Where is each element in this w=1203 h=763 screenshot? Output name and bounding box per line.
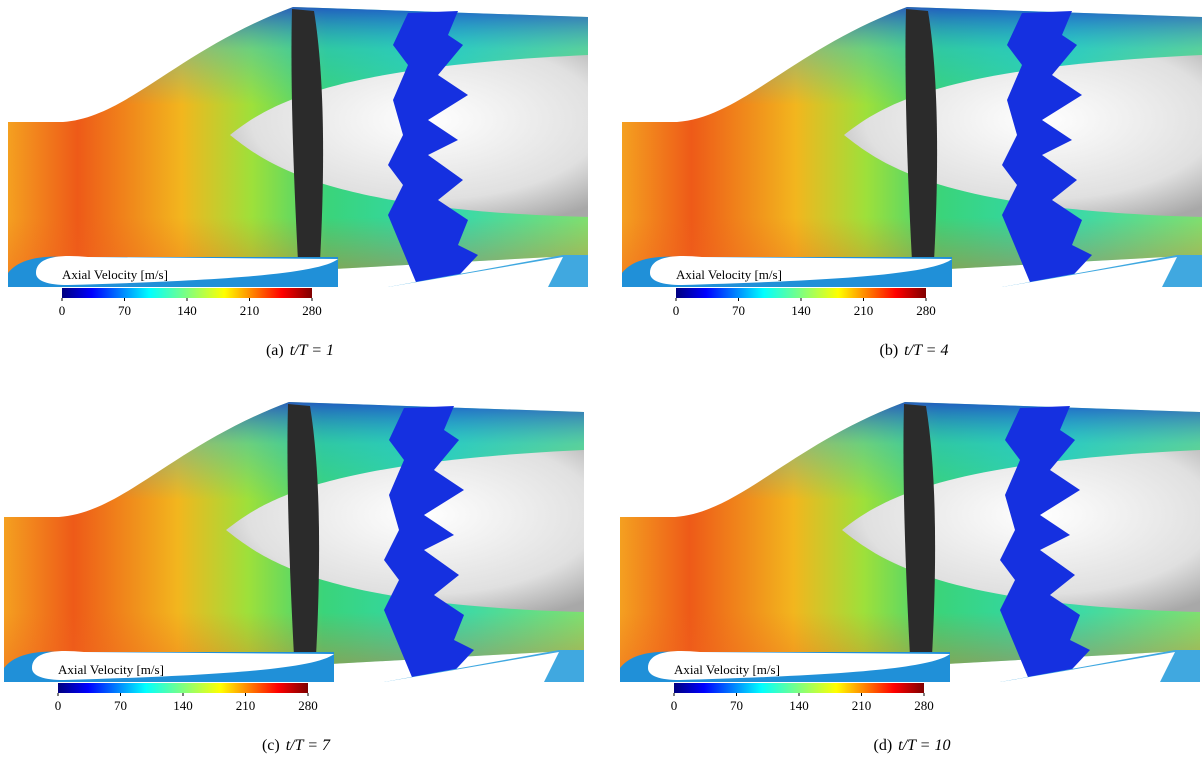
colorbar-label: Axial Velocity [m/s] — [674, 662, 780, 677]
rotor — [287, 404, 320, 656]
panel: Axial Velocity [m/s] 0 70 140 210 280 (a) t/T =… — [8, 7, 588, 359]
lip-body — [650, 255, 952, 285]
colorbar-tick-label: 140 — [177, 303, 197, 318]
colorbar-tick-label: 210 — [240, 303, 260, 318]
caption-text: t/T = 10 — [898, 737, 950, 754]
colorbar — [62, 288, 312, 298]
caption-text: t/T = 7 — [286, 737, 331, 754]
panel: Axial Velocity [m/s] 0 70 140 210 280 (d) t/T =… — [620, 402, 1200, 754]
colorbar-tick-label: 70 — [118, 303, 131, 318]
flow-field-image — [620, 402, 1200, 682]
colorbar-tick-label: 280 — [298, 698, 318, 713]
stator — [1000, 406, 1090, 682]
colorbar-tick-label: 140 — [173, 698, 193, 713]
rotor — [291, 9, 324, 261]
caption: (c) t/T = 7 — [262, 737, 331, 754]
colorbar-tick-label: 210 — [852, 698, 872, 713]
lip-body — [32, 650, 334, 680]
rotor — [903, 404, 936, 656]
colorbar-tick-label: 0 — [59, 303, 66, 318]
panel: Axial Velocity [m/s] 0 70 140 210 280 (c) t/T =… — [4, 402, 584, 754]
colorbar-tick-label: 140 — [789, 698, 809, 713]
colorbar-label: Axial Velocity [m/s] — [676, 267, 782, 282]
colorbar-tick-label: 280 — [914, 698, 934, 713]
colorbar-tick-label: 140 — [791, 303, 811, 318]
lip-body — [36, 255, 338, 285]
caption-tag: (c) — [262, 737, 280, 754]
lip-body — [648, 650, 950, 680]
colorbar-tick-label: 70 — [730, 698, 743, 713]
colorbar-label: Axial Velocity [m/s] — [62, 267, 168, 282]
colorbar-label: Axial Velocity [m/s] — [58, 662, 164, 677]
caption: (b) t/T = 4 — [880, 342, 949, 359]
hub-wedge — [1000, 652, 1175, 682]
caption: (a) t/T = 1 — [266, 342, 334, 359]
colorbar-tick-label: 0 — [673, 303, 680, 318]
colorbar-tick-label: 70 — [732, 303, 745, 318]
panel: Axial Velocity [m/s] 0 70 140 210 280 (b) t/T =… — [622, 7, 1202, 359]
colorbar — [676, 288, 926, 298]
caption-tag: (a) — [266, 342, 284, 359]
rotor — [905, 9, 938, 261]
flow-field-image — [8, 7, 588, 287]
colorbar — [58, 683, 308, 693]
colorbar-tick-label: 280 — [916, 303, 936, 318]
colorbar-tick-label: 210 — [236, 698, 256, 713]
caption-tag: (d) — [874, 737, 893, 754]
hub-wedge — [388, 257, 563, 287]
hub-wedge — [384, 652, 559, 682]
colorbar-tick-label: 0 — [671, 698, 678, 713]
colorbar-tick-label: 70 — [114, 698, 127, 713]
caption-tag: (b) — [880, 342, 899, 359]
flow-field-image — [4, 402, 584, 682]
stator — [384, 406, 474, 682]
stator — [388, 11, 478, 287]
colorbar-tick-label: 210 — [854, 303, 874, 318]
stator — [1002, 11, 1092, 287]
caption: (d) t/T = 10 — [874, 737, 951, 754]
caption-text: t/T = 4 — [904, 342, 948, 359]
flow-field-image — [622, 7, 1202, 287]
colorbar — [674, 683, 924, 693]
hub-wedge — [1002, 257, 1177, 287]
colorbar-tick-label: 0 — [55, 698, 62, 713]
caption-text: t/T = 1 — [290, 342, 334, 359]
colorbar-tick-label: 280 — [302, 303, 322, 318]
